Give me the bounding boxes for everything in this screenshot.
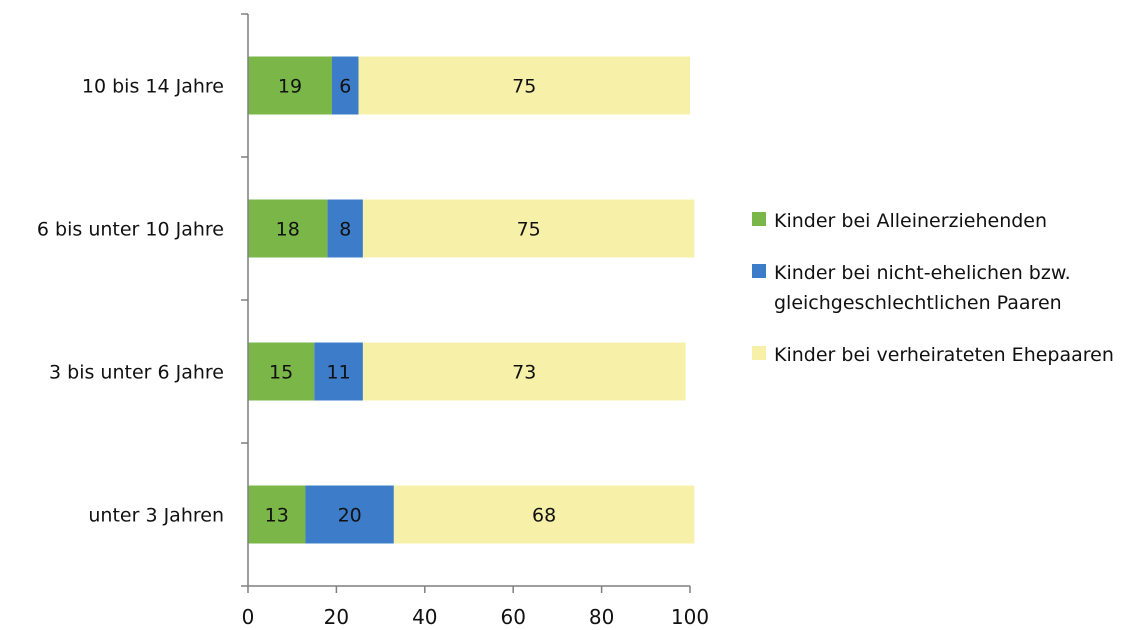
- data-label-10-bis-14-jahre-series-3: 75: [512, 76, 536, 98]
- data-label-6-bis-unter-10-jahre-series-1: 18: [276, 219, 300, 241]
- legend-swatch-nicht-eheliche-paare: [752, 264, 766, 278]
- bar-unter-3-jahren-series-1: [248, 485, 306, 544]
- bar-10-bis-14-jahre-series-3: [358, 56, 690, 115]
- data-label-10-bis-14-jahre-series-1: 19: [278, 76, 302, 98]
- legend-swatch-alleinerziehende: [752, 212, 766, 226]
- legend-label-nicht-eheliche-paare: Kinder bei nicht-ehelichen bzw. gleichge…: [774, 262, 1071, 314]
- bar-10-bis-14-jahre-series-2: [331, 56, 359, 115]
- category-label-unter-3-jahren: unter 3 Jahren: [88, 505, 224, 527]
- category-label-6-bis-unter-10-jahre: 6 bis unter 10 Jahre: [37, 219, 224, 241]
- data-label-3-bis-unter-6-jahre-series-2: 11: [327, 362, 351, 384]
- stacked-bar-chart: 19 6 75 10 bis 14 Jahre 18 8 75 6 bis unter 10 …: [37, 13, 709, 629]
- data-label-6-bis-unter-10-jahre-series-2: 8: [339, 219, 351, 241]
- legend-swatch-ehepaare: [752, 346, 766, 360]
- bar-3-bis-unter-6-jahre-series-1: [248, 342, 315, 401]
- legend-label-ehepaare: Kinder bei verheirateten Ehepaaren: [774, 344, 1114, 366]
- x-tick-label-20: 20: [324, 605, 349, 629]
- bar-6-bis-unter-10-jahre-series-1: [248, 199, 328, 258]
- x-tick-label-0: 0: [242, 605, 255, 629]
- x-tick-label-100: 100: [671, 605, 709, 629]
- data-label-unter-3-jahren-series-2: 20: [338, 505, 362, 527]
- data-label-unter-3-jahren-series-1: 13: [265, 505, 289, 527]
- bar-unter-3-jahren-series-2: [305, 485, 394, 544]
- legend-item-nicht-eheliche-paare: Kinder bei nicht-ehelichen bzw. gleichge…: [752, 258, 1122, 318]
- x-tick-label-40: 40: [412, 605, 437, 629]
- bar-3-bis-unter-6-jahre-series-2: [314, 342, 363, 401]
- bar-unter-3-jahren-series-3: [393, 485, 695, 544]
- legend: Kinder bei Alleinerziehenden Kinder bei …: [752, 206, 1122, 392]
- bar-3-bis-unter-6-jahre-series-3: [362, 342, 686, 401]
- category-label-3-bis-unter-6-jahre: 3 bis unter 6 Jahre: [49, 362, 224, 384]
- x-tick-label-80: 80: [589, 605, 614, 629]
- data-label-6-bis-unter-10-jahre-series-3: 75: [517, 219, 541, 241]
- data-label-unter-3-jahren-series-3: 68: [532, 505, 556, 527]
- data-label-3-bis-unter-6-jahre-series-3: 73: [512, 362, 536, 384]
- bar-10-bis-14-jahre-series-1: [248, 56, 332, 115]
- data-label-3-bis-unter-6-jahre-series-1: 15: [269, 362, 293, 384]
- data-label-10-bis-14-jahre-series-2: 6: [339, 76, 351, 98]
- bar-6-bis-unter-10-jahre-series-3: [362, 199, 695, 258]
- bar-6-bis-unter-10-jahre-series-2: [327, 199, 363, 258]
- legend-item-ehepaare: Kinder bei verheirateten Ehepaaren: [752, 340, 1122, 370]
- x-tick-label-60: 60: [500, 605, 525, 629]
- legend-item-alleinerziehende: Kinder bei Alleinerziehenden: [752, 206, 1122, 236]
- legend-label-alleinerziehende: Kinder bei Alleinerziehenden: [774, 210, 1048, 232]
- category-label-10-bis-14-jahre: 10 bis 14 Jahre: [82, 76, 224, 98]
